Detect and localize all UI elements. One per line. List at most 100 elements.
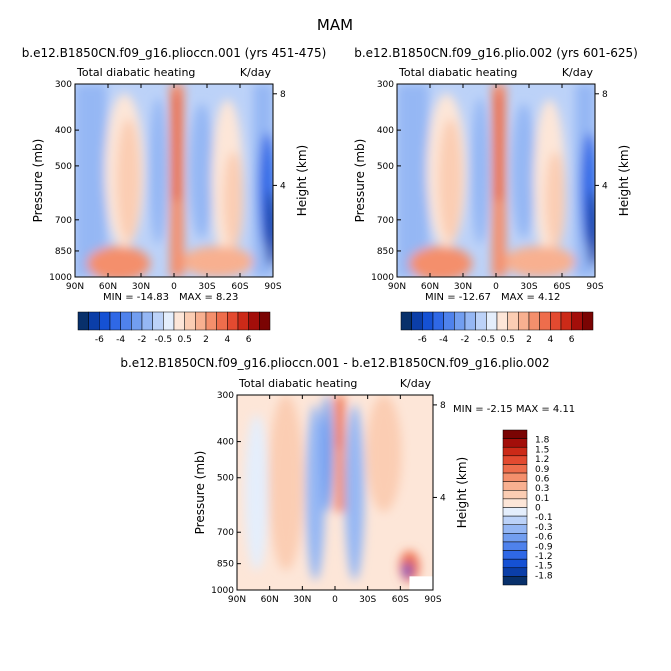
- field-region: [438, 118, 463, 243]
- field-region: [511, 103, 536, 239]
- colorbar-label: 2: [526, 335, 532, 345]
- field-region: [116, 118, 141, 243]
- field-region: [503, 246, 576, 277]
- colorbar-label: 2: [203, 335, 209, 345]
- field-region: [174, 93, 179, 200]
- colorbar-swatch: [464, 311, 476, 331]
- field-region: [268, 395, 304, 571]
- colorbar-swatch: [502, 533, 528, 543]
- panel-subtitle-left: Total diabatic heating: [76, 66, 195, 79]
- field-region: [181, 246, 254, 277]
- colorbar-swatch: [109, 311, 121, 331]
- colorbar-swatch: [518, 311, 530, 331]
- y-tick-label: 300: [377, 80, 394, 90]
- x-tick-label: 30S: [359, 595, 376, 605]
- colorbar-label: -0.6: [535, 533, 553, 543]
- x-tick-label: 60N: [421, 282, 439, 292]
- colorbar-swatch: [502, 446, 528, 457]
- colorbar-swatch: [411, 311, 423, 331]
- y-tick-label: 500: [377, 162, 394, 172]
- colorbar-swatch: [259, 311, 271, 331]
- colorbar-label: 6: [246, 335, 252, 345]
- minmax-label: MIN = -2.15 MAX = 4.11: [453, 404, 575, 415]
- colorbar-swatch: [502, 481, 528, 491]
- field-region: [149, 97, 168, 245]
- y-tick-label: 400: [55, 126, 72, 136]
- colorbar-swatch: [475, 311, 487, 331]
- x-tick-label: 60N: [261, 595, 279, 605]
- panel-plio: b.e12.B1850CN.f09_g16.plio.002 (yrs 601-…: [353, 46, 638, 345]
- colorbar-label: 0.6: [535, 474, 550, 484]
- x-tick-label: 0: [171, 282, 177, 292]
- y-right-tick-label: 4: [602, 181, 608, 191]
- colorbar-swatch: [550, 311, 562, 331]
- field-region: [86, 246, 151, 277]
- x-tick-label: 60S: [231, 282, 248, 292]
- colorbar-label: -1.2: [535, 552, 553, 562]
- y-tick-label: 1000: [49, 273, 72, 283]
- field-region: [75, 84, 107, 277]
- colorbar-label: 0.5: [501, 335, 515, 345]
- field-region: [336, 398, 341, 448]
- colorbar-swatch: [502, 541, 528, 551]
- field-region: [587, 190, 595, 268]
- y-right-axis-label: Height (km): [617, 145, 631, 216]
- x-tick-label: 60S: [553, 282, 570, 292]
- colorbar-swatch: [502, 558, 528, 569]
- field-region: [408, 246, 473, 277]
- colorbar-label: -0.9: [535, 542, 553, 552]
- colorbar-label: -1.8: [535, 571, 553, 581]
- colorbar-swatch: [248, 311, 260, 331]
- colorbar-swatch: [502, 464, 528, 474]
- colorbar-label: -0.1: [535, 513, 553, 523]
- y-tick-label: 850: [217, 560, 234, 570]
- x-tick-label: 90N: [66, 282, 84, 292]
- panel-difference: b.e12.B1850CN.f09_g16.plioccn.001 - b.e1…: [120, 356, 575, 605]
- colorbar-label: 1.5: [535, 445, 549, 455]
- colorbar-label: 0.9: [535, 465, 550, 475]
- colorbar-label: 1.8: [535, 436, 550, 446]
- panel-subtitle-left: Total diabatic heating: [238, 377, 357, 390]
- colorbar-swatch: [173, 311, 185, 331]
- colorbar-label: -2: [138, 335, 147, 345]
- x-tick-label: 30N: [293, 595, 311, 605]
- x-tick-label: 60S: [392, 595, 409, 605]
- field-region: [335, 395, 345, 512]
- field-region: [471, 97, 490, 245]
- colorbar-swatch: [560, 311, 572, 331]
- colorbar-label: 0.1: [535, 494, 549, 504]
- colorbar-swatch: [422, 311, 434, 331]
- y-tick-label: 500: [217, 474, 234, 484]
- x-tick-label: 30N: [454, 282, 472, 292]
- panel-title: b.e12.B1850CN.f09_g16.plioccn.001 (yrs 4…: [22, 46, 327, 60]
- x-tick-label: 30N: [132, 282, 150, 292]
- colorbar-swatch: [502, 515, 528, 525]
- field-region: [344, 404, 365, 581]
- y-right-tick-label: 4: [440, 493, 446, 503]
- colorbar-swatch: [454, 311, 466, 331]
- colorbar-swatch: [502, 567, 528, 577]
- colorbar-swatch: [502, 438, 528, 448]
- min-label: MIN = -14.83: [103, 292, 169, 303]
- max-label: MAX = 8.23: [179, 292, 238, 303]
- colorbar-swatch: [88, 311, 100, 331]
- colorbar-label: 0.3: [535, 484, 549, 494]
- colorbar-label: -4: [439, 335, 448, 345]
- y-tick-label: 700: [55, 216, 72, 226]
- y-axis-label: Pressure (mb): [193, 451, 207, 535]
- field-region: [545, 151, 566, 249]
- x-tick-label: 0: [332, 595, 338, 605]
- contour-field: [237, 395, 433, 590]
- field-region: [366, 395, 402, 512]
- colorbar-swatch: [141, 311, 153, 331]
- colorbar-swatch: [237, 311, 249, 331]
- y-tick-label: 400: [217, 438, 234, 448]
- colorbar-swatch: [502, 524, 528, 534]
- y-right-tick-label: 8: [602, 90, 608, 100]
- colorbar-swatch: [77, 311, 89, 331]
- colorbar-swatch: [486, 311, 498, 331]
- colorbar-swatch: [502, 472, 528, 482]
- y-tick-label: 500: [55, 162, 72, 172]
- panel-subtitle-right: K/day: [240, 66, 272, 79]
- colorbar-label: 1.2: [535, 455, 549, 465]
